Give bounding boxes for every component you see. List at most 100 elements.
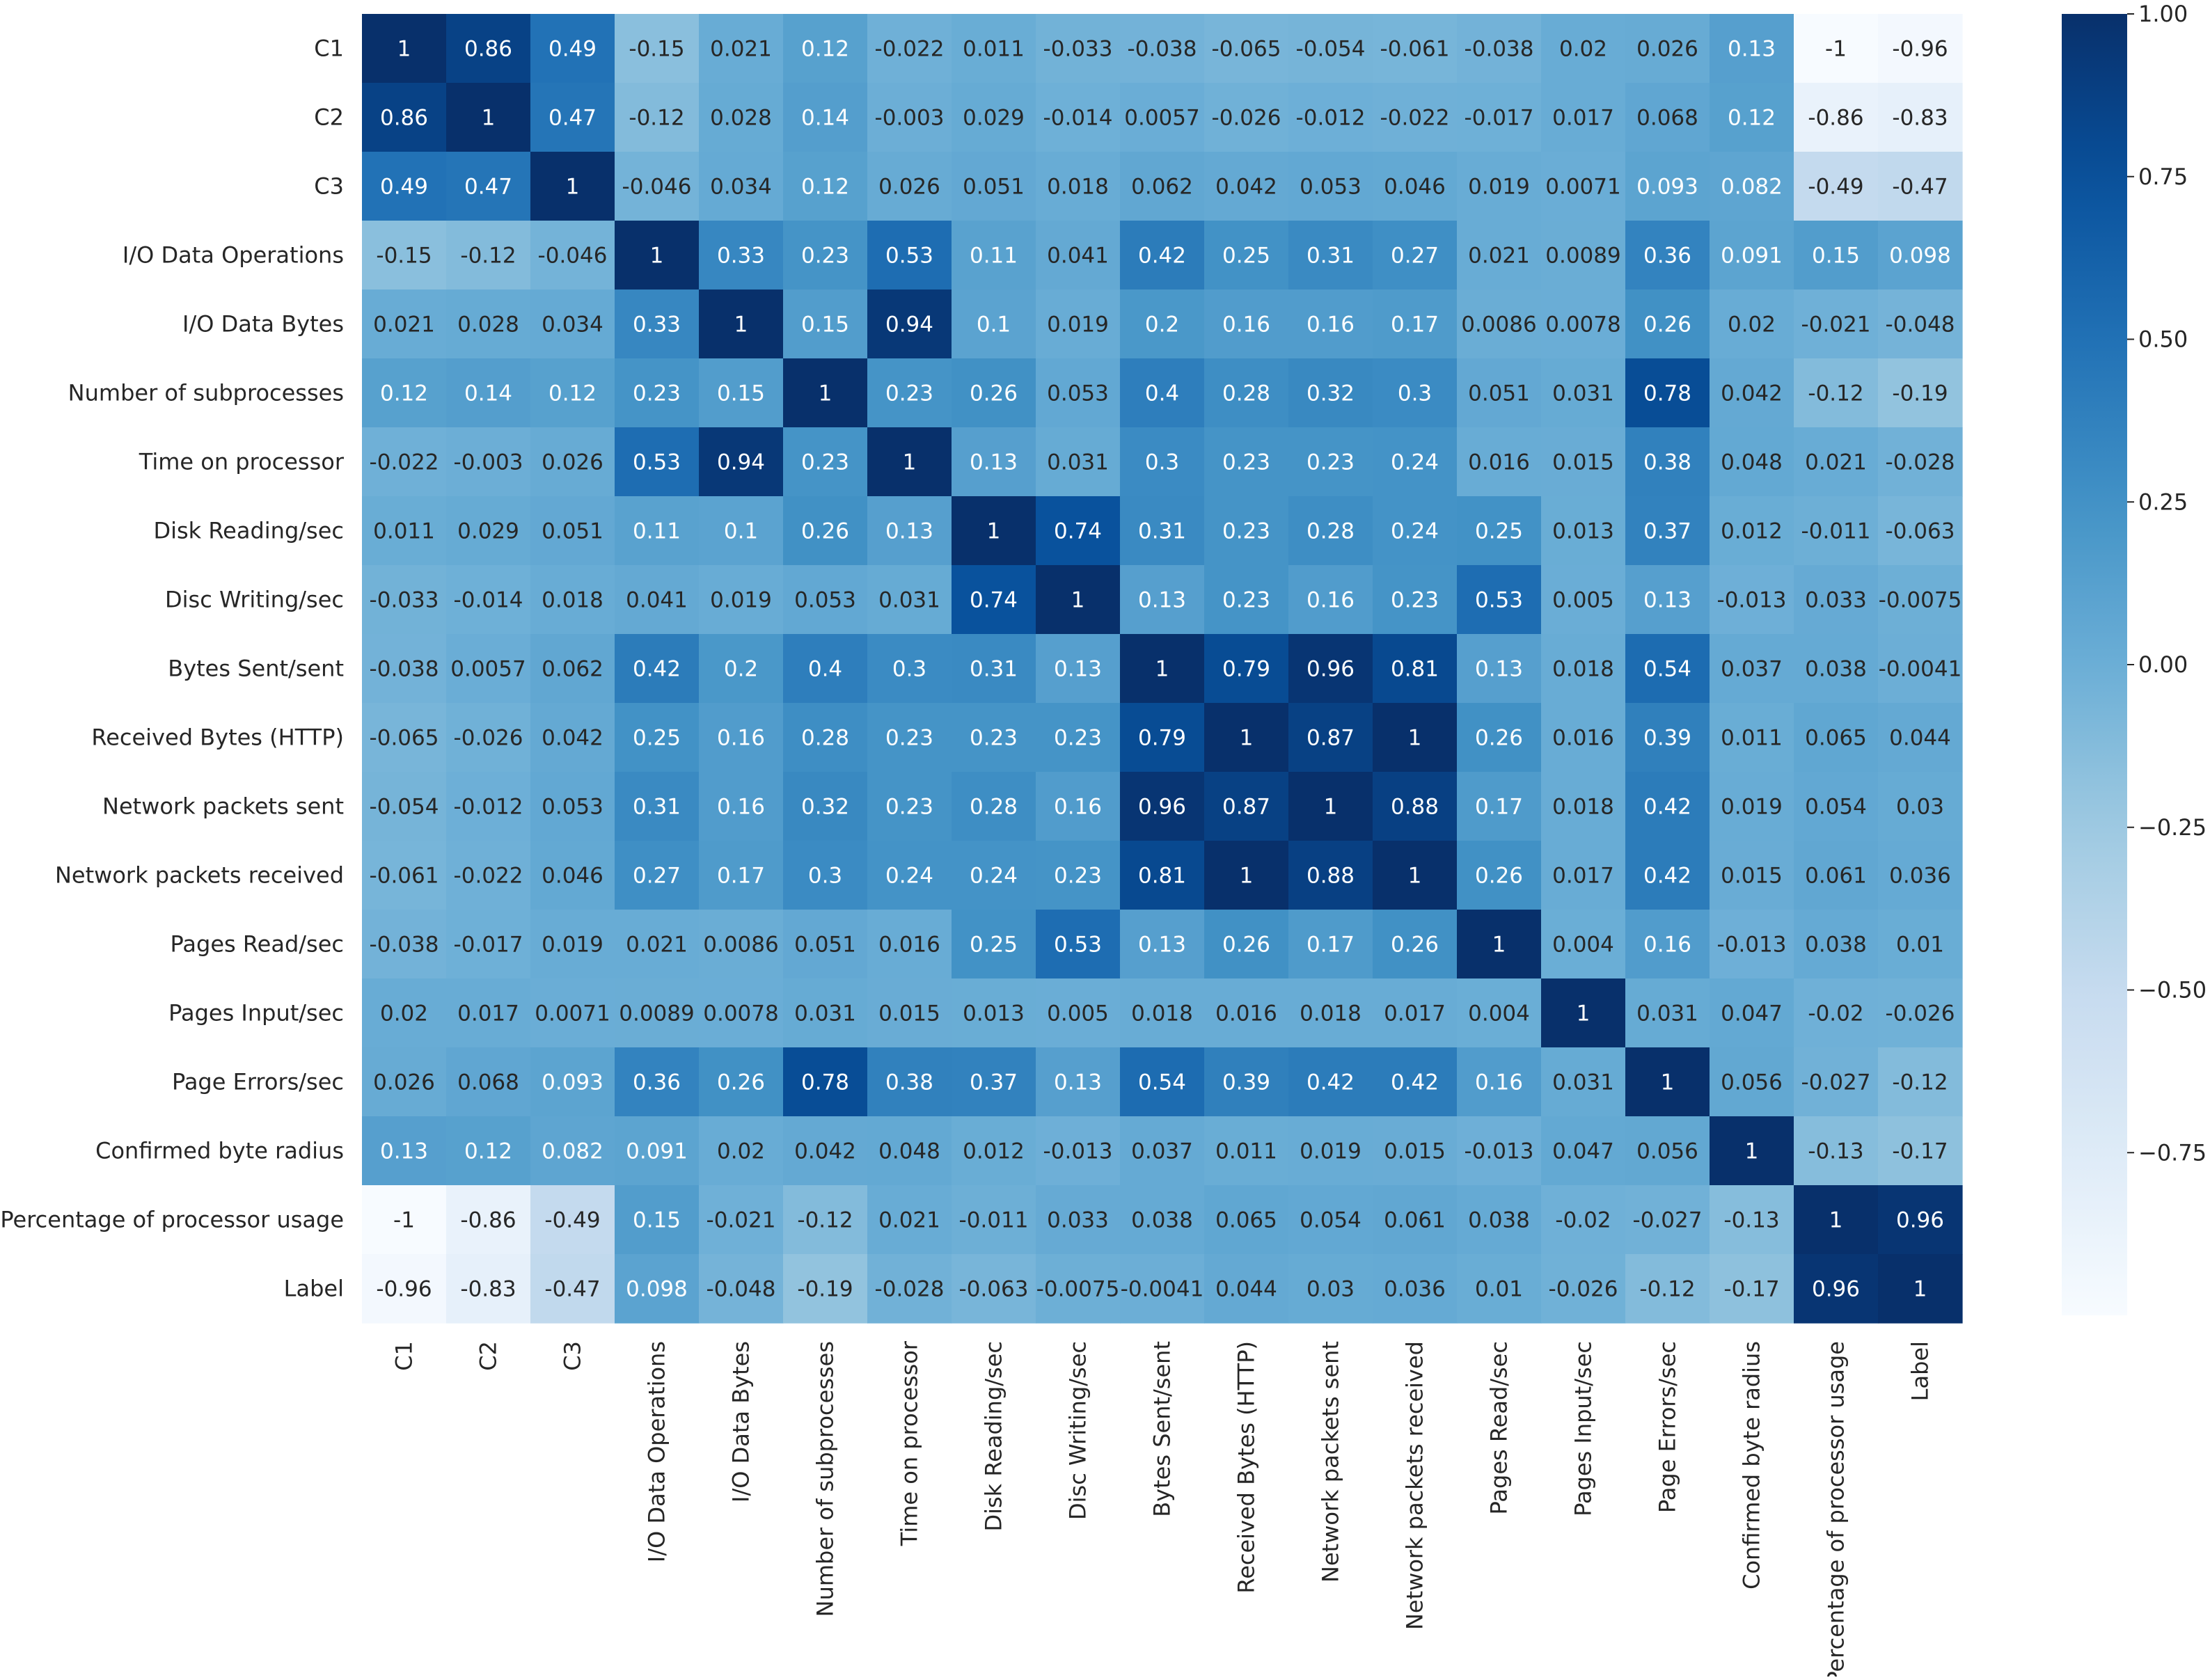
cell-value-label: 0.37 [1643,519,1691,544]
heatmap-cell-r0-c13 [1457,14,1542,84]
cell-value-label: 0.026 [373,1070,435,1095]
heatmap-cell-r15-c2 [530,1047,615,1117]
cell-value-label: 0.017 [457,1001,519,1027]
heatmap-cell-r7-c2 [530,496,615,566]
cell-value-label: 1 [1071,588,1085,613]
cell-value-label: 0.012 [1721,519,1783,544]
cell-value-label: 1 [482,106,496,131]
heatmap-cell-r8-c1 [446,565,531,635]
cell-value-label: 0.13 [1054,1070,1102,1095]
cell-value-label: 0.96 [1896,1208,1944,1233]
cell-value-label: -0.96 [376,1277,432,1302]
colorbar-tick-label: 0.00 [2138,651,2188,678]
heatmap-cell-r16-c4 [699,1116,784,1186]
cell-value-label: -0.065 [1212,37,1281,62]
cell-value-label: 0.23 [1054,864,1102,889]
heatmap-cell-r13-c2 [530,910,615,979]
cell-value-label: -0.038 [1465,37,1534,62]
heatmap-cell-r9-c8 [1036,634,1121,704]
cell-value-label: 0.78 [1643,381,1691,406]
cell-value-label: 0.33 [717,244,765,269]
cell-value-label: 0.011 [963,37,1025,62]
heatmap-cell-r3-c16 [1710,221,1794,290]
heatmap-cell-r1-c16 [1710,83,1794,152]
heatmap-cell-r3-c0 [362,221,447,290]
heatmap-cell-r11-c5 [783,772,868,841]
cell-value-label: -0.86 [1808,106,1863,131]
cell-value-label: -0.12 [1892,1070,1948,1095]
cell-value-label: 0.26 [1475,864,1523,889]
heatmap-cell-r4-c14 [1541,290,1626,359]
cell-value-label: 0.4 [808,657,842,682]
heatmap-cell-r9-c16 [1710,634,1794,704]
cell-value-label: 0.021 [1805,450,1867,475]
cell-value-label: -0.026 [1549,1277,1618,1302]
cell-value-label: 1 [1155,657,1169,682]
heatmap-cell-r14-c13 [1457,978,1542,1048]
cell-value-label: 0.31 [1307,244,1355,269]
cell-value-label: 0.53 [633,450,681,475]
x-tick-label: Received Bytes (HTTP) [1233,1341,1260,1594]
y-tick-label: C2 [314,104,344,131]
heatmap-cell-r17-c12 [1373,1185,1458,1255]
cell-value-label: 0.065 [1215,1208,1277,1233]
heatmap-cell-r2-c1 [446,152,531,221]
cell-value-label: 0.42 [1307,1070,1355,1095]
cell-value-label: -0.013 [1043,1139,1113,1164]
cell-value-label: 0.17 [717,864,765,889]
heatmap-cell-r1-c6 [867,83,952,152]
heatmap-cell-r12-c10 [1204,841,1289,910]
cell-value-label: -0.017 [1465,106,1534,131]
cell-value-label: 0.25 [1475,519,1523,544]
cell-value-label: 0.13 [1138,588,1186,613]
cell-value-label: -1 [1825,37,1847,62]
cell-value-label: 0.016 [1468,450,1530,475]
heatmap-cell-r14-c10 [1204,978,1289,1048]
heatmap-cell-r9-c12 [1373,634,1458,704]
heatmap-cell-r8-c0 [362,565,447,635]
cell-value-label: 0.037 [1131,1139,1193,1164]
cell-value-label: 0.015 [1552,450,1614,475]
heatmap-cell-r18-c17 [1794,1254,1879,1324]
heatmap-cell-r5-c17 [1794,358,1879,428]
cell-value-label: 0.031 [1552,381,1614,406]
heatmap-cell-r12-c2 [530,841,615,910]
cell-value-label: 0.021 [626,933,688,958]
cell-value-label: -0.19 [1892,381,1948,406]
cell-value-label: 0.31 [970,657,1018,682]
heatmap-cell-r14-c0 [362,978,447,1048]
heatmap-cell-r13-c7 [952,910,1036,979]
heatmap-cell-r0-c10 [1204,14,1289,84]
cell-value-label: 0.042 [1721,381,1783,406]
heatmap-cell-r18-c10 [1204,1254,1289,1324]
cell-value-label: 0.042 [542,726,603,751]
heatmap-cell-r10-c10 [1204,703,1289,772]
heatmap-cell-r8-c7 [952,565,1036,635]
heatmap-cell-r9-c17 [1794,634,1879,704]
heatmap-cell-r17-c11 [1288,1185,1373,1255]
cell-value-label: 0.26 [1222,933,1270,958]
heatmap-cell-r1-c11 [1288,83,1373,152]
cell-value-label: 0.47 [548,106,597,131]
heatmap-cell-r2-c17 [1794,152,1879,221]
heatmap-cell-r8-c10 [1204,565,1289,635]
heatmap-cell-r14-c3 [615,978,700,1048]
cell-value-label: 0.015 [1384,1139,1446,1164]
heatmap-cell-r18-c0 [362,1254,447,1324]
heatmap-cell-r9-c2 [530,634,615,704]
heatmap-cell-r8-c17 [1794,565,1879,635]
heatmap-cell-r13-c9 [1120,910,1205,979]
cell-value-label: 1 [1324,795,1338,820]
cell-value-label: 0.0086 [703,933,778,958]
y-tick-label: Label [284,1276,344,1302]
heatmap-cell-r16-c8 [1036,1116,1121,1186]
heatmap-cell-r16-c5 [783,1116,868,1186]
heatmap-cell-r9-c6 [867,634,952,704]
heatmap-cell-r11-c6 [867,772,952,841]
cell-value-label: 0.94 [885,312,933,338]
heatmap-cell-r4-c2 [530,290,615,359]
cell-value-label: -0.026 [454,726,523,751]
cell-value-label: 0.39 [1643,726,1691,751]
cell-value-label: -0.033 [1043,37,1113,62]
cell-value-label: 0.96 [1307,657,1355,682]
